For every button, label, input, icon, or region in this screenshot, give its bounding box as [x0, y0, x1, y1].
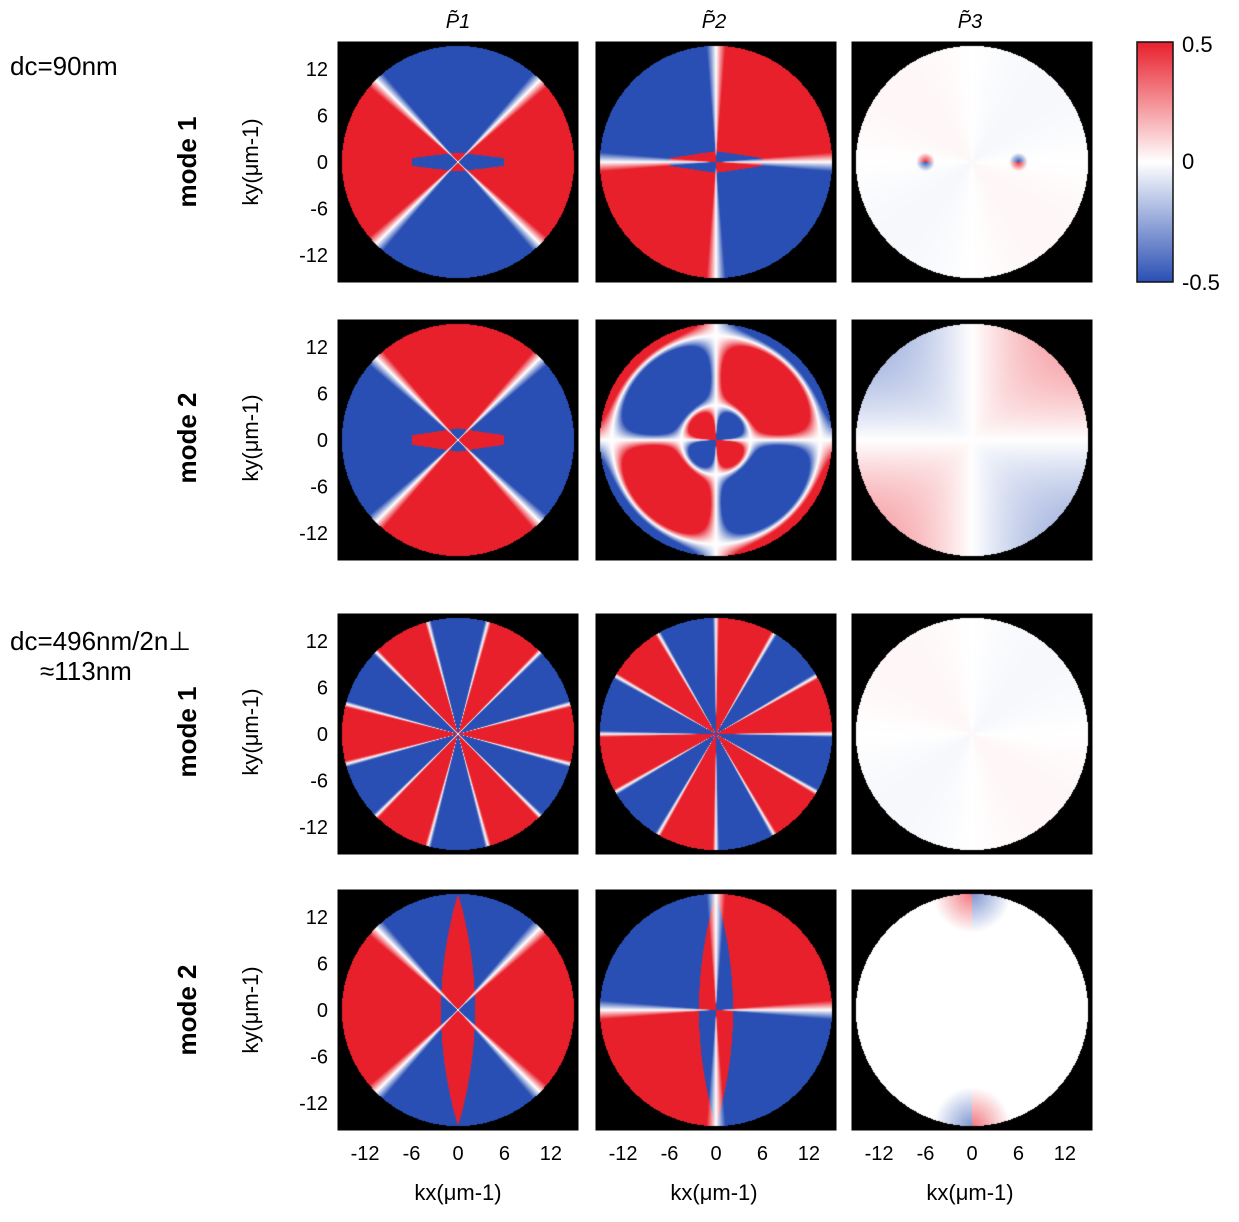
- x-tick-label: -12: [865, 1143, 894, 1165]
- heatmap-panel-r4-c2: [596, 890, 836, 1130]
- x-axis-label-3: kx(μm-1): [926, 1180, 1013, 1205]
- panel-frame-r2-c3: [851, 319, 1093, 561]
- heatmap-panel-r1-c2: [596, 42, 836, 282]
- x-tick-label: 0: [452, 1143, 463, 1165]
- column-title-p1: P̃1: [446, 9, 470, 33]
- group-label-2a: dc=496nm/2n⊥: [10, 626, 191, 656]
- x-tick-label: 0: [966, 1143, 977, 1165]
- y-tick-label: 12: [306, 337, 328, 359]
- panel-frame-r3-c2: [595, 613, 837, 855]
- heatmap-panel-r4-c1: [338, 890, 578, 1130]
- x-tick-label: 0: [710, 1143, 721, 1165]
- panel-frame-r3-c3: [851, 613, 1093, 855]
- y-tick-label: -6: [310, 770, 328, 792]
- y-axis-label-4: ky(μm-1): [238, 966, 263, 1053]
- panel-frame-r2-c1: [337, 319, 579, 561]
- y-tick-label: -12: [299, 817, 328, 839]
- x-tick-label: -6: [661, 1143, 679, 1165]
- heatmap-panel-r3-c1: [338, 614, 578, 854]
- y-tick-label: 6: [317, 954, 328, 976]
- y-tick-label: -12: [299, 523, 328, 545]
- y-tick-label: 0: [317, 152, 328, 174]
- heatmap-panel-r2-c3: [852, 320, 1092, 560]
- x-tick-label: 6: [1013, 1143, 1024, 1165]
- y-tick-label: 6: [317, 678, 328, 700]
- y-tick-label: 6: [317, 384, 328, 406]
- x-tick-label: -12: [351, 1143, 380, 1165]
- y-tick-label: -12: [299, 245, 328, 267]
- x-axis-label-2: kx(μm-1): [670, 1180, 757, 1205]
- y-tick-label: 12: [306, 631, 328, 653]
- panel-frame-r4-c2: [595, 889, 837, 1131]
- x-tick-label: -6: [917, 1143, 935, 1165]
- group-label-2b: ≈113nm: [40, 656, 132, 686]
- colorbar-tick-zero: 0: [1182, 149, 1194, 174]
- x-tick-label: -6: [403, 1143, 421, 1165]
- y-tick-label: 6: [317, 106, 328, 128]
- ticks-layer: 12 6 0 -6 -12 12 6 0 -6 -12 12 6 0 -6 -12 12 6 0 -6 -12 -12 -…: [299, 59, 1076, 1165]
- panel-frame-r1-c3: [851, 41, 1093, 283]
- y-tick-label: 12: [306, 59, 328, 81]
- x-tick-label: 12: [540, 1143, 562, 1165]
- group-label-1: dc=90nm: [10, 51, 118, 81]
- y-axis-label-1: ky(μm-1): [238, 118, 263, 205]
- x-tick-label: 6: [499, 1143, 510, 1165]
- heatmap-panel-r3-c2: [596, 614, 836, 854]
- row-label-4: mode 2: [172, 964, 202, 1055]
- row-label-1: mode 1: [172, 116, 202, 207]
- y-tick-label: -6: [310, 1046, 328, 1068]
- y-tick-label: 0: [317, 724, 328, 746]
- y-tick-label: -6: [310, 198, 328, 220]
- heatmap-panel-r4-c3: [852, 890, 1092, 1130]
- x-tick-label: 6: [757, 1143, 768, 1165]
- heatmap-panel-r2-c1: [338, 320, 578, 560]
- panel-frame-r1-c2: [595, 41, 837, 283]
- colorbar: [1136, 41, 1174, 283]
- row-label-3: mode 1: [172, 686, 202, 777]
- panel-frame-r2-c2: [595, 319, 837, 561]
- column-title-p3: P̃3: [958, 9, 982, 33]
- x-axis-label-1: kx(μm-1): [414, 1180, 501, 1205]
- panels-layer: [337, 41, 1093, 1131]
- y-tick-label: 12: [306, 907, 328, 929]
- y-tick-label: 0: [317, 1000, 328, 1022]
- heatmap-panel-r3-c3: [852, 614, 1092, 854]
- panel-frame-r4-c1: [337, 889, 579, 1131]
- x-tick-label: 12: [798, 1143, 820, 1165]
- heatmap-panel-r2-c2: [596, 320, 836, 560]
- row-label-2: mode 2: [172, 392, 202, 483]
- y-tick-label: -12: [299, 1093, 328, 1115]
- colorbar-tick-max: 0.5: [1182, 32, 1213, 57]
- heatmap-panel-r1-c3: [852, 42, 1092, 282]
- panel-frame-r4-c3: [851, 889, 1093, 1131]
- y-axis-label-3: ky(μm-1): [238, 688, 263, 775]
- column-title-p2: P̃2: [702, 9, 726, 33]
- y-tick-label: -6: [310, 476, 328, 498]
- heatmap-panel-r1-c1: [338, 42, 578, 282]
- x-tick-label: 12: [1054, 1143, 1076, 1165]
- y-axis-label-2: ky(μm-1): [238, 394, 263, 481]
- colorbar-tick-min: -0.5: [1182, 270, 1220, 295]
- panel-frame-r3-c1: [337, 613, 579, 855]
- panel-frame-r1-c1: [337, 41, 579, 283]
- x-tick-label: -12: [609, 1143, 638, 1165]
- y-tick-label: 0: [317, 430, 328, 452]
